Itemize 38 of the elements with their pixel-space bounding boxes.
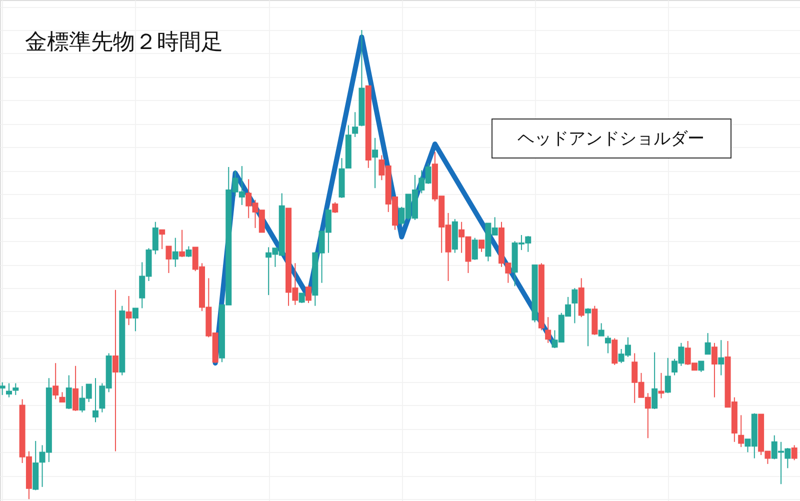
candlestick bbox=[72, 365, 79, 412]
candlestick bbox=[166, 246, 172, 274]
candlestick bbox=[0, 382, 6, 396]
candlestick bbox=[658, 372, 664, 399]
candlestick bbox=[305, 284, 312, 304]
candlestick bbox=[112, 289, 118, 452]
candlestick bbox=[52, 362, 59, 400]
chart-title: 金標準先物２時間足 bbox=[25, 30, 223, 55]
candlestick bbox=[66, 374, 72, 410]
candlestick bbox=[791, 444, 798, 461]
candlestick bbox=[126, 296, 132, 326]
candlestick bbox=[612, 338, 618, 366]
candlestick bbox=[332, 202, 338, 214]
candlestick bbox=[598, 322, 604, 336]
candlestick bbox=[179, 229, 186, 258]
candlestick bbox=[172, 237, 178, 268]
candlestick bbox=[718, 340, 724, 376]
candlestick bbox=[132, 308, 138, 332]
candlestick bbox=[472, 237, 478, 260]
candlestick bbox=[604, 335, 611, 354]
candlestick bbox=[652, 352, 658, 410]
candlestick bbox=[572, 288, 578, 324]
candlestick bbox=[186, 246, 192, 258]
candlestick bbox=[159, 229, 166, 250]
candlestick bbox=[478, 240, 485, 252]
candlestick bbox=[704, 332, 711, 355]
candlestick bbox=[372, 137, 378, 189]
candlestick bbox=[59, 392, 66, 403]
candlestick bbox=[698, 360, 704, 372]
candlestick bbox=[352, 112, 358, 138]
candlestick bbox=[92, 378, 99, 423]
candlestick bbox=[298, 292, 305, 304]
candlestick bbox=[711, 342, 718, 398]
candlestick bbox=[664, 357, 671, 394]
candlestick bbox=[738, 414, 744, 448]
candlestick bbox=[545, 316, 552, 344]
candlestick bbox=[585, 308, 592, 347]
annotation: ヘッドアンドショルダー bbox=[518, 129, 704, 149]
